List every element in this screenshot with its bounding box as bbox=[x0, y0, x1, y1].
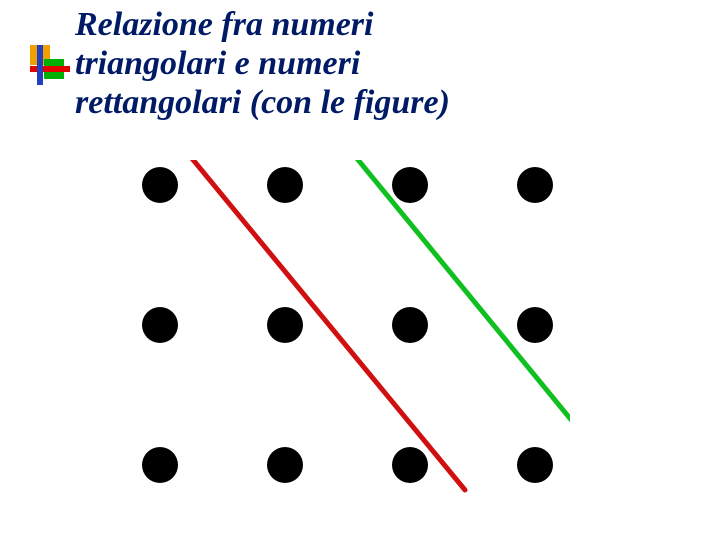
diagram-svg bbox=[130, 160, 570, 510]
dot bbox=[392, 307, 428, 343]
dot bbox=[142, 447, 178, 483]
dot bbox=[142, 167, 178, 203]
dot bbox=[392, 167, 428, 203]
dot bbox=[267, 167, 303, 203]
slide-title: Relazione fra numeri triangolari e numer… bbox=[75, 5, 695, 122]
dot bbox=[392, 447, 428, 483]
slide-bullet-svg bbox=[30, 45, 70, 85]
lines-group bbox=[185, 160, 570, 490]
title-line-3: rettangolari (con le figure) bbox=[75, 83, 695, 122]
title-line-1: Relazione fra numeri bbox=[75, 5, 695, 44]
dot bbox=[517, 307, 553, 343]
dot bbox=[267, 307, 303, 343]
dot bbox=[267, 447, 303, 483]
dot bbox=[142, 307, 178, 343]
dot bbox=[517, 447, 553, 483]
dot-diagram bbox=[130, 160, 570, 510]
dot bbox=[517, 167, 553, 203]
bullet-icon bbox=[30, 45, 70, 85]
title-line-2: triangolari e numeri bbox=[75, 44, 695, 83]
